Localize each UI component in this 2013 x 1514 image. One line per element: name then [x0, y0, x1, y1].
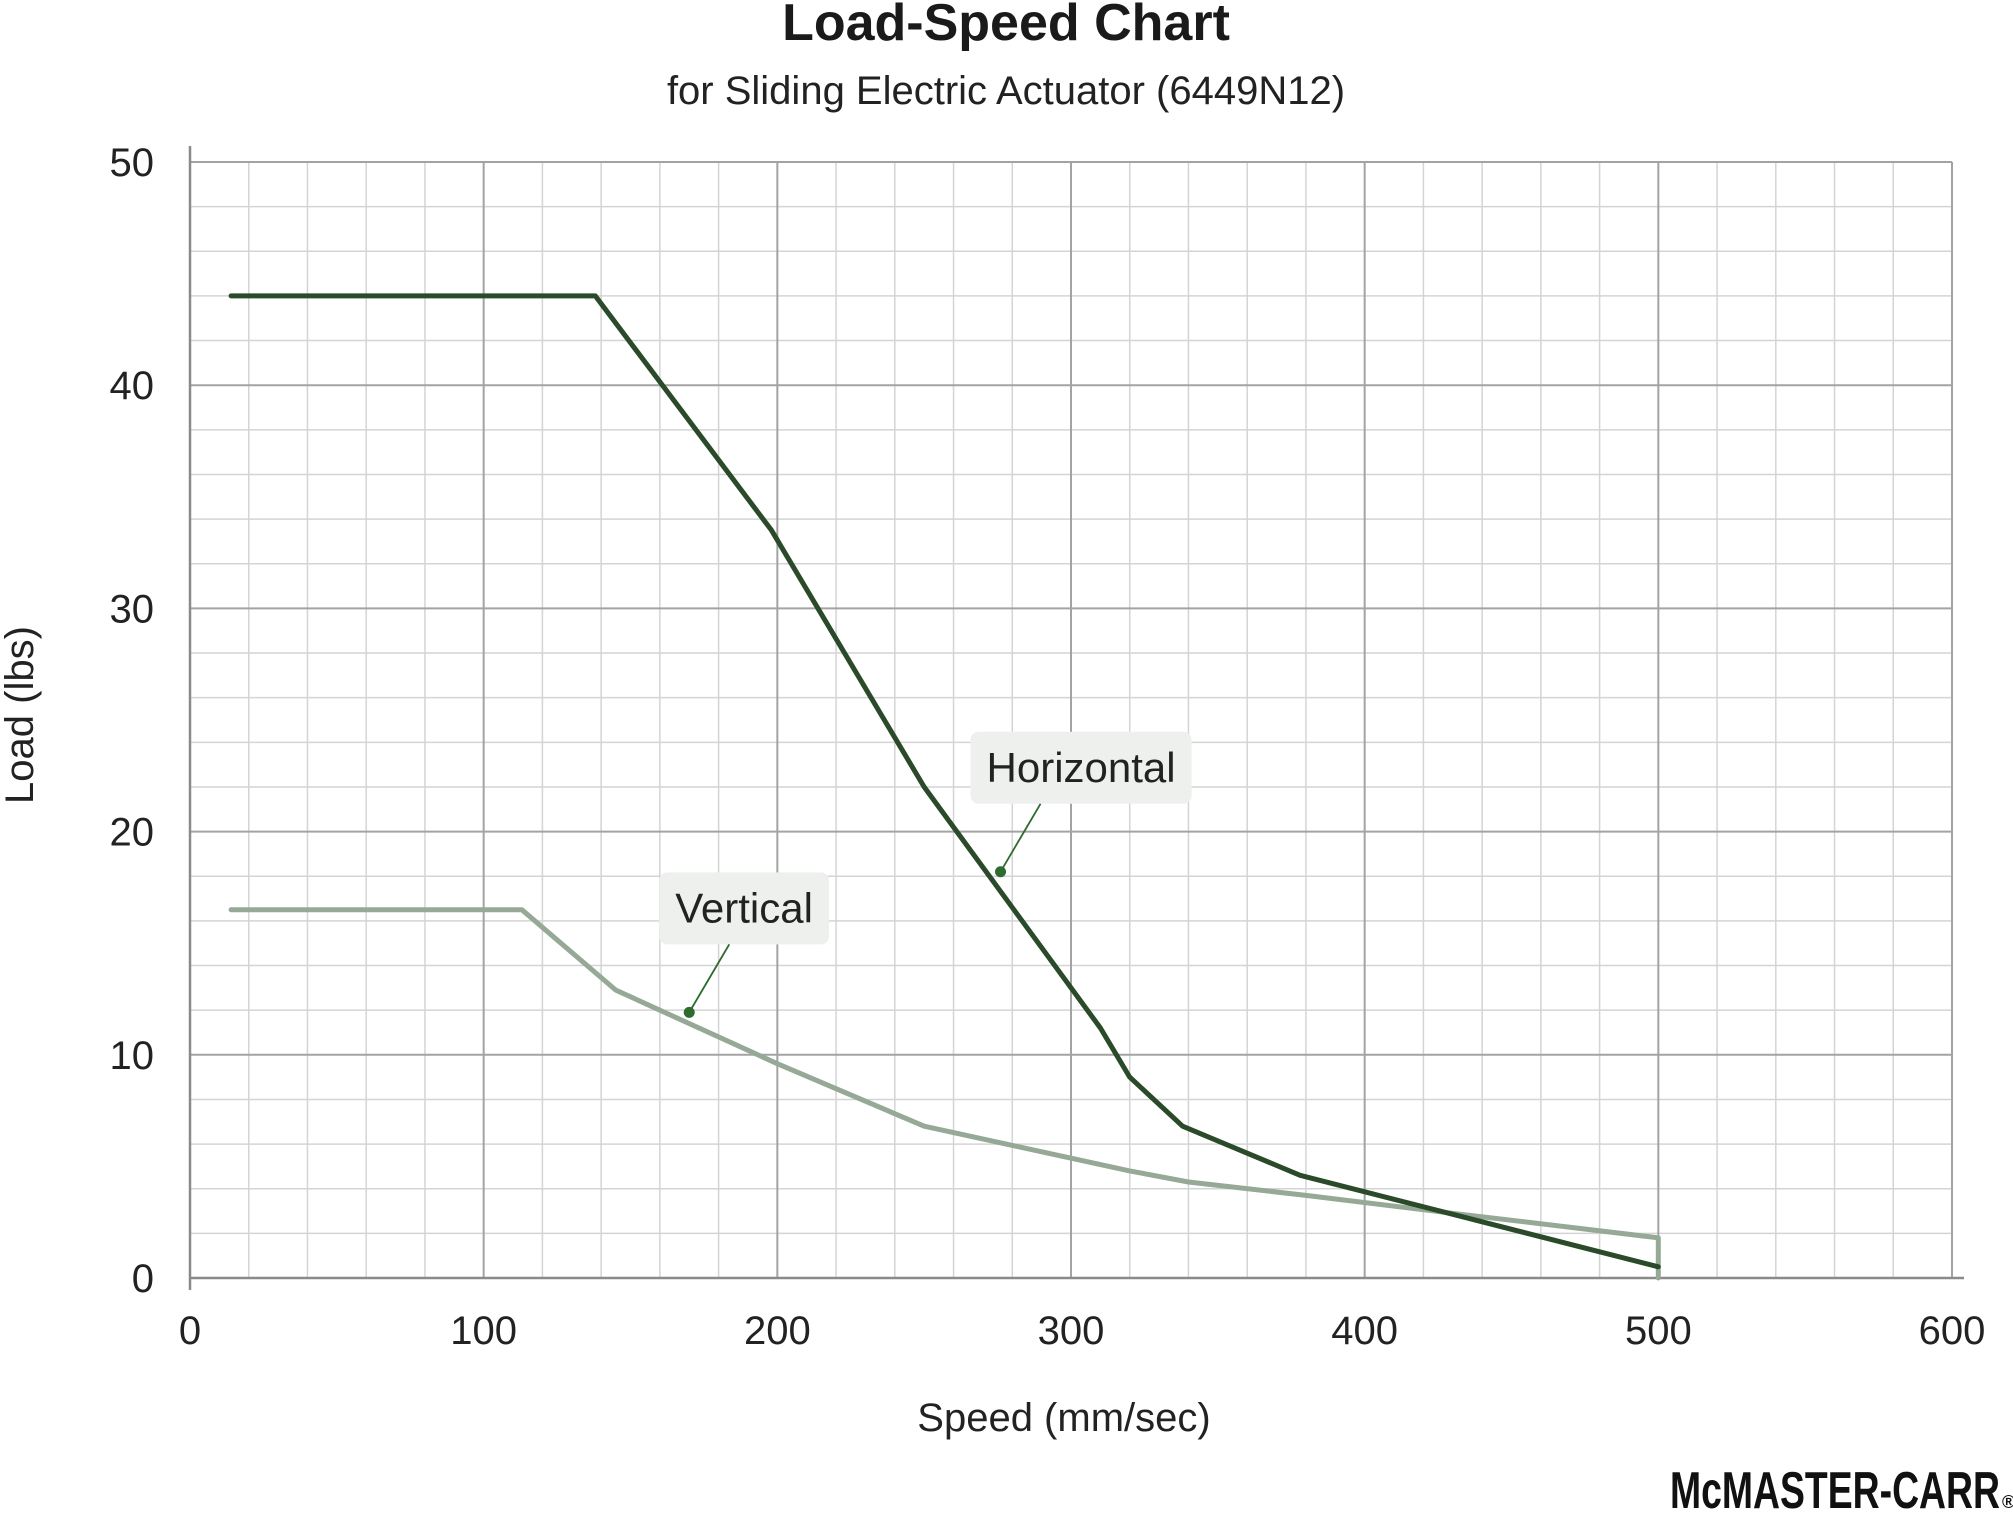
callout-horizontal: Horizontal: [970, 731, 1192, 878]
axes: [188, 146, 1964, 1290]
x-tick-label: 500: [1625, 1309, 1692, 1353]
callout-dot-horizontal: [995, 866, 1007, 878]
callout-dot-vertical: [683, 1006, 695, 1018]
y-tick-label: 0: [132, 1257, 154, 1301]
x-tick-label: 0: [179, 1309, 201, 1353]
x-tick-label: 400: [1331, 1309, 1398, 1353]
series-lines: [228, 293, 1661, 1281]
series-line-horizontal: [228, 293, 1661, 1270]
y-tick-label: 50: [110, 141, 155, 185]
mcmaster-carr-logo: McMASTER-CARR ®: [1670, 1462, 2013, 1514]
callout-box-vertical: [659, 872, 829, 945]
y-tick-label: 40: [110, 364, 155, 408]
series-line-vertical: [228, 907, 1661, 1281]
y-tick-label: 10: [110, 1034, 155, 1078]
callout-leader-vertical: [688, 943, 731, 1013]
callout-vertical: Vertical: [659, 872, 829, 1018]
x-tick-label: 200: [744, 1309, 811, 1353]
x-tick-labels: 0 100 200 300 400 500 600: [179, 1309, 1986, 1353]
callout-leader-horizontal: [999, 803, 1042, 873]
series-annotations: Horizontal Vertical: [659, 731, 1192, 1018]
chart-subtitle: for Sliding Electric Actuator (6449N12): [667, 69, 1345, 113]
y-tick-labels: 0 10 20 30 40 50: [110, 141, 155, 1301]
registered-mark: ®: [2002, 1492, 2013, 1512]
logo-wordmark: McMASTER-CARR: [1670, 1462, 2000, 1514]
callout-label-vertical: Vertical: [675, 884, 813, 931]
y-tick-label: 30: [110, 587, 155, 631]
y-tick-label: 20: [110, 811, 155, 855]
x-tick-label: 300: [1038, 1309, 1105, 1353]
chart-title: Load-Speed Chart: [782, 0, 1230, 52]
callout-box-horizontal: [970, 731, 1192, 804]
callout-label-horizontal: Horizontal: [987, 744, 1176, 791]
x-axis-label: Speed (mm/sec): [917, 1396, 1210, 1440]
major-gridlines: [190, 161, 1953, 1278]
x-tick-label: 600: [1919, 1309, 1986, 1353]
x-tick-label: 100: [450, 1309, 517, 1353]
y-axis-label: Load (lbs): [0, 626, 42, 804]
